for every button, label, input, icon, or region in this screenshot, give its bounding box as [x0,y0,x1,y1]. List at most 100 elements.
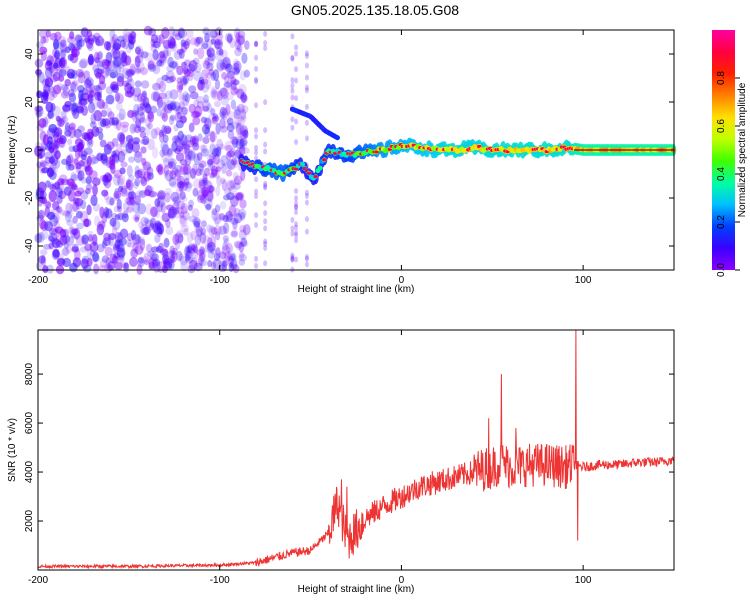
spectrogram-noise-cell [182,99,190,107]
spectrogram-noise-cell [143,164,152,173]
spectrogram-noise-cell [73,128,82,139]
spectrogram-noise-cell [140,92,148,103]
spectrogram-noise-cell [184,134,194,143]
spectrogram-noise-cell [304,103,309,110]
x-tick-label: 100 [575,575,592,586]
spectrogram-noise-cell [154,198,161,208]
spectrogram-noise-cell [103,144,112,155]
spectrogram-noise-cell [184,182,192,192]
spectrogram-noise-cell [164,192,171,203]
spectrogram-noise-cell [181,141,188,150]
spectrogram-noise-cell [202,234,211,246]
spectrogram-noise-cell [86,204,92,216]
spectrogram-noise-cell [161,74,170,82]
spectrogram-noise-cell [61,248,70,256]
spectrogram-noise-cell [47,182,55,190]
spectrogram-noise-cell [76,35,85,43]
spectrogram-noise-cell [132,87,142,98]
spectrogram-noise-cell [254,40,259,47]
spectrogram-noise-cell [169,100,177,111]
spectrogram-noise-cell [224,63,233,73]
spectrogram-noise-cell [225,159,233,171]
spectrogram-noise-cell [196,249,205,256]
spectrogram-noise-cell [167,104,173,111]
spectrogram-noise-cell [93,263,99,275]
spectrogram-noise-cell [205,203,212,211]
spectrogram-noise-cell [141,226,150,235]
spectrogram-noise-cell [142,161,152,171]
spectrogram-noise-cell [294,200,299,207]
spectrogram-noise-cell [226,92,234,101]
spectrogram-noise-cell [240,109,247,120]
spectrogram-noise-cell [234,207,241,217]
spectrogram-noise-cell [216,59,226,71]
spectrogram-noise-cell [89,89,96,97]
spectrogram-noise-cell [153,226,163,235]
spectrogram-noise-cell [45,101,54,113]
spectrogram-noise-cell [58,209,67,216]
spectrogram-noise-cell [232,264,240,274]
spectrogram-noise-cell [155,245,164,254]
spectrogram-noise-cell [134,151,142,158]
spectrogram-noise-cell [92,184,98,196]
x-tick-label: -200 [28,275,48,286]
spectrogram-noise-cell [176,181,186,189]
spectrogram-noise-cell [215,247,221,260]
spectrogram-noise-cell [188,122,195,133]
spectrogram-noise-cell [204,243,213,253]
spectrogram-noise-cell [152,222,159,233]
spectrogram-noise-cell [46,127,56,139]
spectrogram-noise-cell [226,192,235,201]
spectrogram-noise-cell [101,158,110,166]
spectrogram-noise-cell [105,86,114,95]
spectrogram-noise-cell [294,203,299,210]
spectrogram-noise-cell [105,94,115,105]
spectrogram-noise-cell [168,259,175,270]
spectrogram-noise-cell [115,231,121,244]
spectrogram-noise-cell [84,37,91,44]
spectrogram-noise-cell [134,46,141,55]
y-tick-label: -40 [24,238,35,253]
spectrogram-noise-cell [219,106,226,119]
spectrogram-noise-cell [205,180,213,189]
spectrogram-noise-cell [242,129,249,139]
spectrogram-noise-cell [84,165,91,172]
spectrogram-noise-cell [220,177,226,185]
spectrogram-noise-cell [85,178,94,186]
spectrogram-noise-cell [45,59,53,67]
spectrogram-noise-cell [186,63,196,74]
spectrogram-noise-cell [178,84,184,91]
spectrogram-noise-cell [151,146,159,159]
spectrogram-noise-cell [127,138,134,150]
spectrogram-noise-cell [150,128,158,140]
spectrogram-noise-cell [225,170,233,177]
y-tick-label: 6000 [24,412,35,435]
spectrogram-noise-cell [111,34,118,44]
spectrogram-noise-cell [216,138,224,151]
spectrogram-noise-cell [167,161,173,169]
spectrogram-noise-cell [194,105,203,118]
spectrogram-noise-cell [94,91,102,101]
spectrogram-noise-cell [158,92,168,100]
spectrogram-noise-cell [159,248,169,256]
spectrogram-noise-cell [165,70,175,80]
spectrogram-noise-cell [236,132,244,139]
spectrogram-noise-cell [184,148,193,161]
spectrogram-noise-cell [240,240,249,247]
spectrogram-noise-cell [221,260,228,272]
spectrogram-noise-cell [233,182,241,190]
spectrogram-noise-cell [188,85,197,94]
spectrogram-noise-cell [254,188,259,195]
spectrogram-noise-cell [229,37,236,49]
spectrogram-noise-cell [62,228,69,238]
spectrogram-noise-cell [57,67,63,77]
spectrogram-noise-cell [218,111,225,118]
spectrogram-noise-cell [161,212,171,223]
spectrogram-noise-cell [105,208,113,219]
spectrogram-noise-cell [188,60,198,72]
spectrogram-noise-cell [206,154,215,161]
spectrogram-noise-cell [56,182,65,194]
spectrogram-branch-cell [334,135,340,141]
spectrogram-noise-cell [48,156,55,165]
spectrogram-noise-cell [166,65,175,72]
